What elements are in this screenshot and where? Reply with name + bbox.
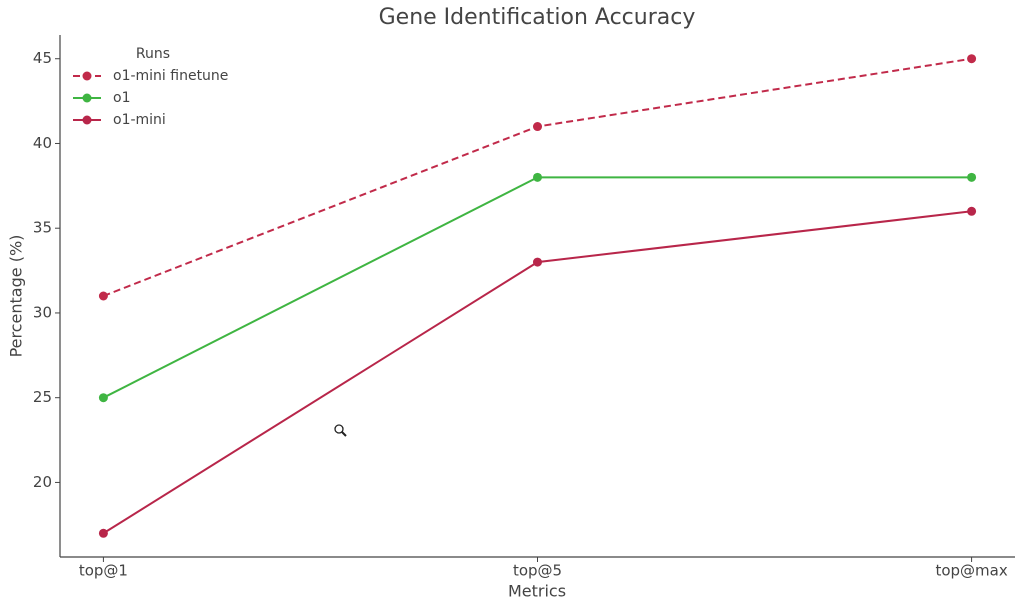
y-tick-label: 25 [33, 388, 52, 406]
data-point [98, 291, 108, 301]
y-tick-label: 45 [33, 49, 52, 67]
data-point [967, 54, 977, 64]
data-point [533, 122, 542, 132]
data-point [967, 206, 977, 216]
y-axis-label: Percentage (%) [7, 235, 26, 358]
y-tick-label: 35 [33, 219, 52, 237]
y-tick-label: 40 [33, 134, 52, 152]
x-tick-label: top@1 [79, 562, 128, 580]
data-point [98, 528, 108, 538]
data-point [533, 172, 542, 182]
cursor-icon [334, 424, 347, 437]
y-tick-label: 30 [33, 303, 52, 321]
x-axis-label: Metrics [508, 582, 566, 601]
legend-marker [82, 71, 92, 81]
chart-title: Gene Identification Accuracy [379, 5, 696, 30]
data-point [98, 393, 108, 403]
legend-marker [82, 93, 92, 103]
x-tick-label: top@5 [513, 562, 562, 580]
data-point [967, 172, 977, 182]
x-tick-label: top@max [935, 562, 1007, 580]
series-line [102, 176, 972, 399]
legend-marker [82, 115, 92, 125]
legend-label: o1-mini finetune [113, 68, 228, 84]
legend-title: Runs [136, 46, 170, 62]
legend-label: o1-mini [113, 112, 166, 128]
legend-label: o1 [113, 90, 130, 106]
data-point [533, 257, 542, 267]
y-tick-label: 20 [33, 473, 52, 491]
